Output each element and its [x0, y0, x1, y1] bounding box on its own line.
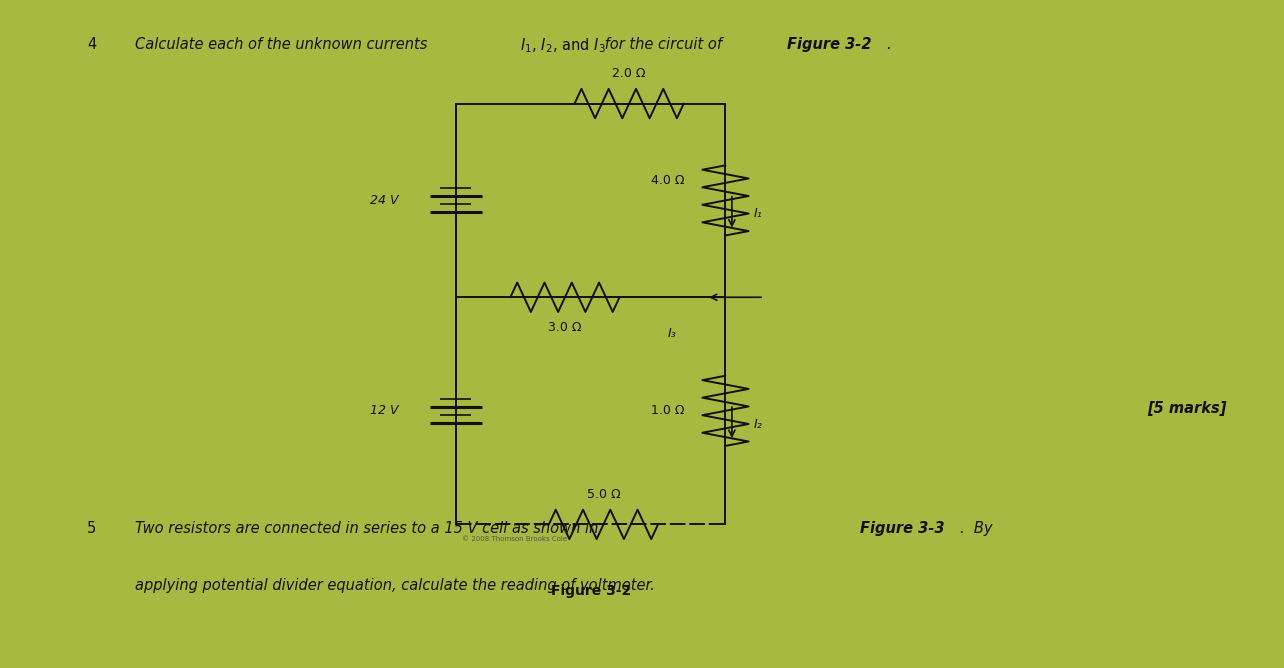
Text: I₂: I₂: [754, 418, 763, 431]
Text: © 2008 Thomson Brooks Cole: © 2008 Thomson Brooks Cole: [462, 536, 568, 542]
Text: .: .: [886, 37, 891, 51]
Text: Figure 3-2: Figure 3-2: [787, 37, 872, 51]
Text: $\it{I}$$_1$, $\it{I}$$_2$, and $\it{I}$$_3$: $\it{I}$$_1$, $\it{I}$$_2$, and $\it{I}$…: [520, 37, 606, 55]
Text: 1.0 Ω: 1.0 Ω: [651, 404, 684, 418]
Text: for the circuit of: for the circuit of: [600, 37, 727, 51]
Text: 5.0 Ω: 5.0 Ω: [587, 488, 620, 501]
Text: 4: 4: [87, 37, 96, 51]
Text: Figure 3-2: Figure 3-2: [551, 584, 630, 599]
Text: I₃: I₃: [668, 327, 675, 340]
Text: 12 V: 12 V: [370, 404, 398, 418]
Text: 24 V: 24 V: [370, 194, 398, 207]
Text: Calculate each of the unknown currents: Calculate each of the unknown currents: [135, 37, 431, 51]
Text: applying potential divider equation, calculate the reading of voltmeter.: applying potential divider equation, cal…: [135, 578, 655, 593]
Text: [5 marks]: [5 marks]: [1147, 401, 1226, 415]
Text: 5: 5: [87, 521, 96, 536]
Text: 3.0 Ω: 3.0 Ω: [548, 321, 582, 333]
Text: 2.0 Ω: 2.0 Ω: [612, 67, 646, 80]
Text: Two resistors are connected in series to a 15 V cell as shown in: Two resistors are connected in series to…: [135, 521, 602, 536]
Text: 4.0 Ω: 4.0 Ω: [651, 174, 684, 187]
Text: I₁: I₁: [754, 207, 763, 220]
Text: Figure 3-3: Figure 3-3: [860, 521, 945, 536]
Text: .  By: . By: [960, 521, 993, 536]
